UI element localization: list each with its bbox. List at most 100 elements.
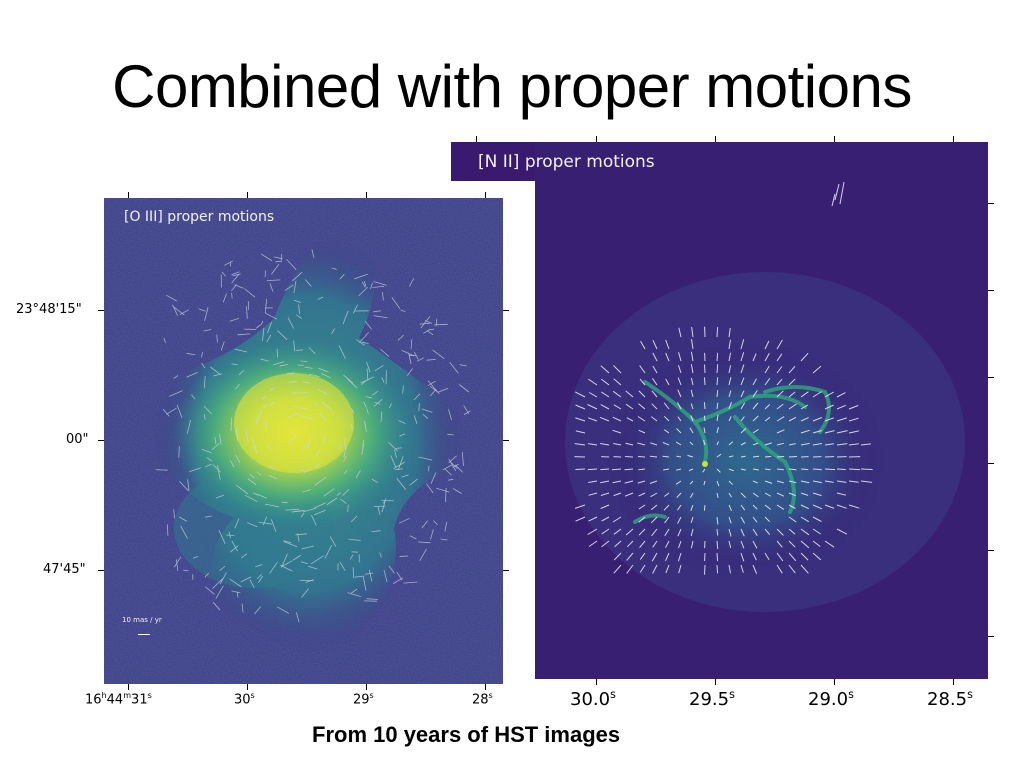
motion-vector	[362, 342, 369, 344]
motion-vector	[612, 429, 622, 434]
motion-vector	[575, 516, 586, 522]
motion-vector	[637, 416, 646, 422]
motion-vector	[301, 588, 309, 598]
motion-vector	[311, 514, 317, 526]
motion-vector	[261, 253, 272, 261]
motion-vector	[625, 442, 634, 446]
motion-vector	[800, 540, 810, 549]
motion-vector	[664, 528, 670, 537]
motion-vector	[588, 516, 598, 522]
motion-vector	[247, 478, 257, 486]
motion-vector	[352, 567, 355, 579]
motion-vector	[640, 340, 646, 350]
motion-vector	[812, 443, 822, 446]
motion-vector	[364, 420, 367, 432]
motion-vector	[788, 391, 796, 398]
right-tick	[988, 636, 994, 637]
motion-vector	[740, 504, 746, 511]
motion-vector	[173, 375, 179, 379]
motion-vector	[690, 351, 694, 362]
motion-vector	[812, 468, 822, 471]
motion-vector	[752, 402, 759, 410]
motion-vector	[418, 403, 420, 412]
motion-vector	[764, 378, 771, 386]
motion-vector	[191, 394, 196, 400]
motion-vector	[343, 456, 347, 462]
motion-vector	[270, 387, 276, 391]
motion-vector	[575, 404, 586, 410]
motion-vector	[651, 528, 658, 537]
motion-vector	[257, 410, 262, 423]
motion-vector	[690, 403, 694, 410]
motion-vector	[311, 249, 315, 259]
motion-vector	[650, 504, 658, 511]
motion-vector	[276, 606, 290, 614]
motion-vector	[235, 455, 241, 463]
motion-vector	[752, 492, 759, 498]
motion-vector	[625, 528, 634, 536]
motion-vector	[226, 534, 235, 536]
motion-vector	[764, 468, 771, 471]
bottom-tick	[128, 684, 129, 690]
motion-vector	[388, 565, 395, 574]
motion-vector	[728, 339, 731, 350]
motion-vector	[438, 387, 449, 393]
motion-vector	[638, 516, 646, 523]
motion-vector	[203, 405, 212, 415]
motion-vector	[381, 501, 386, 513]
ra-tick-label: 29s	[353, 691, 374, 708]
motion-vector	[365, 572, 374, 575]
motion-vector	[663, 415, 670, 422]
motion-vector	[430, 529, 434, 540]
motion-vector	[354, 575, 365, 578]
motion-vector	[663, 504, 670, 511]
motion-vector	[800, 468, 809, 471]
motion-vector	[575, 430, 586, 434]
motion-vector	[268, 465, 274, 469]
motion-vector	[588, 480, 598, 483]
motion-vector	[339, 498, 347, 504]
motion-vector	[665, 540, 670, 548]
slide-title: Combined with proper motions	[112, 53, 912, 120]
motion-vector	[690, 364, 694, 374]
motion-vector	[434, 323, 448, 326]
motion-vector	[665, 564, 670, 574]
motion-vector	[665, 352, 670, 362]
motion-vector	[665, 339, 670, 350]
motion-vector	[426, 330, 434, 336]
top-tick	[485, 192, 486, 198]
motion-vector	[664, 429, 670, 434]
motion-vector	[353, 273, 368, 280]
motion-vector	[740, 427, 747, 434]
motion-vector	[625, 456, 634, 458]
motion-vector	[600, 365, 610, 374]
motion-vector	[836, 528, 848, 535]
motion-vector	[650, 492, 658, 498]
motion-vector	[432, 349, 445, 360]
motion-vector	[848, 430, 860, 434]
motion-vector	[776, 480, 784, 484]
motion-vector	[329, 536, 337, 547]
motion-vector	[267, 322, 272, 333]
motion-vector	[728, 455, 734, 458]
motion-vector	[613, 528, 622, 535]
motion-vector	[716, 377, 719, 386]
motion-vector	[676, 492, 682, 498]
motion-vector	[740, 377, 745, 386]
slide-caption: From 10 years of HST images	[312, 722, 621, 747]
motion-vector	[166, 294, 178, 302]
motion-vector	[637, 442, 646, 446]
oiii-image	[104, 198, 503, 684]
motion-vector	[292, 392, 308, 394]
motion-vector	[728, 492, 732, 498]
motion-vector	[383, 569, 388, 583]
motion-vector	[788, 378, 796, 386]
motion-vector	[776, 339, 783, 350]
motion-vector	[235, 383, 240, 390]
motion-vector	[800, 404, 809, 410]
motion-vector	[601, 540, 610, 548]
motion-vector	[369, 569, 373, 582]
motion-vector	[716, 516, 719, 525]
motion-vector	[216, 494, 225, 499]
motion-vector	[231, 590, 241, 594]
